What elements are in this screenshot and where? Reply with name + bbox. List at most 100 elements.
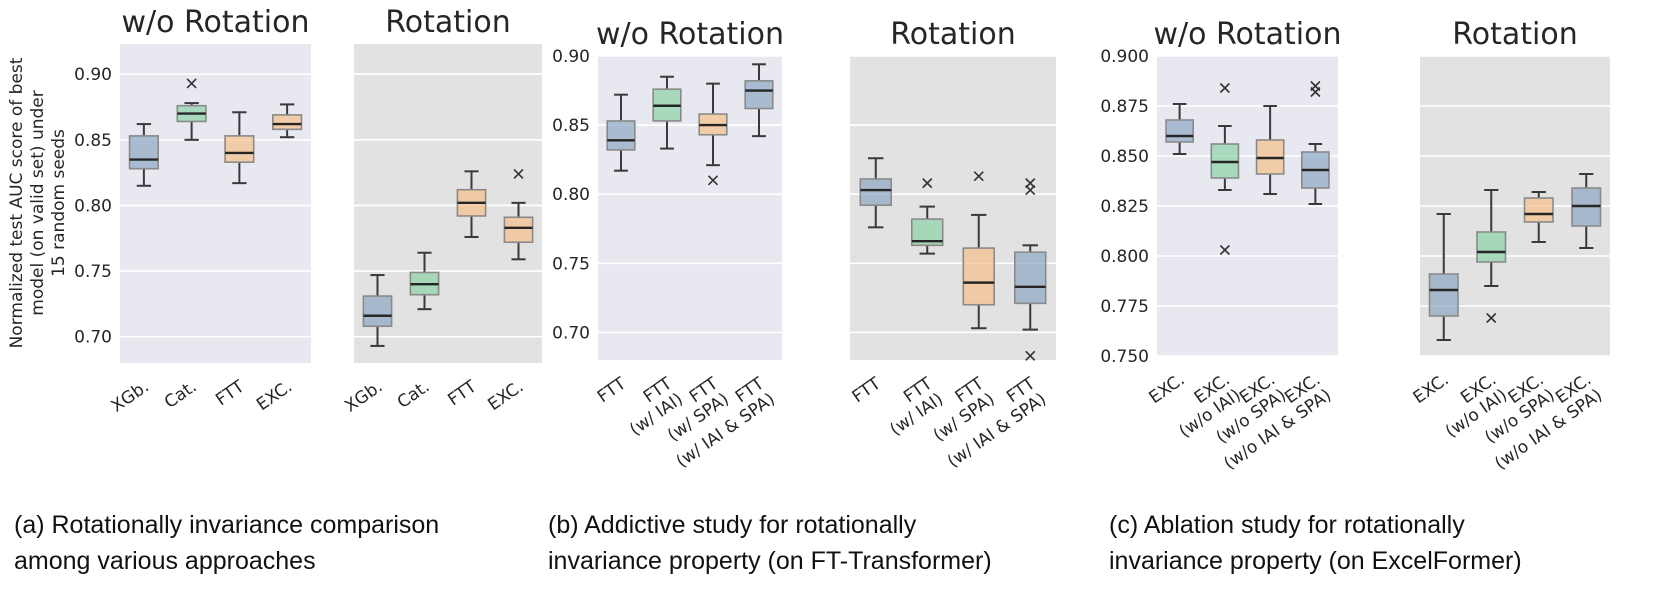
box-3 [962, 171, 995, 330]
panel-a-no-rotation: 0.70 0.75 0.80 0.85 0.90 XGb. Cat. FTT EXC. w/o R… [74, 5, 311, 417]
y-tick-label: 0.80 [552, 185, 590, 205]
box-4 [1013, 178, 1047, 361]
outlier-marker [1025, 178, 1036, 189]
x-tick-label-line: EXC. [1146, 370, 1189, 408]
plot-background [850, 56, 1056, 360]
y-tick-label: 0.85 [552, 116, 590, 136]
outlier-marker [1310, 80, 1321, 92]
y-tick-label: 0.825 [1100, 197, 1149, 217]
outlier-marker [707, 175, 719, 186]
outlier-marker [973, 171, 984, 182]
y-tick-label: 0.800 [1100, 247, 1149, 267]
box-1 [859, 157, 892, 229]
y-tick-label: 0.900 [1100, 47, 1149, 67]
box-4 [271, 103, 303, 139]
outlier-marker [1486, 312, 1497, 324]
caption-c-line1: (c) Ablation study for rotationally [1109, 511, 1465, 539]
caption-a-line2: among various approaches [14, 547, 316, 575]
x-tick-label-line: XGb. [341, 377, 386, 417]
box-3 [456, 170, 487, 238]
box-3 [698, 82, 728, 186]
box-2 [1476, 189, 1507, 324]
box-3 [1255, 105, 1285, 195]
box-1 [1428, 213, 1459, 341]
box-body [1428, 273, 1459, 317]
x-tick-label: EXC. [484, 377, 527, 415]
x-tick-label-line: FTT [594, 373, 631, 407]
y-axis-label: Normalized test AUC score of bestmodel (… [7, 57, 69, 348]
panel-b-rotation: FTT FTT(w/ IAI) FTT(w/ SPA) FTT(w/ IAI & SP… [849, 17, 1056, 472]
box-3 [224, 111, 255, 185]
panel-title: Rotation [1452, 17, 1577, 52]
y-tick-label: 0.775 [1100, 297, 1149, 317]
outlier-marker [922, 178, 933, 189]
panel-title: Rotation [890, 17, 1015, 52]
box-1 [1165, 103, 1195, 155]
x-tick-label-line: EXC. [253, 377, 296, 415]
y-tick-label: 0.75 [74, 262, 112, 282]
box-2 [1210, 82, 1240, 256]
x-tick-label-line: EXC. [1410, 370, 1453, 408]
box-4 [744, 63, 774, 138]
box-body [1013, 251, 1047, 305]
x-tick-label: XGb. [108, 377, 153, 417]
box-body [606, 120, 636, 151]
caption-c-line2: invariance property (on ExcelFormer) [1109, 547, 1522, 575]
x-tick-label: FTT [849, 373, 886, 407]
box-body [503, 216, 534, 244]
outlier-marker [1219, 244, 1230, 256]
box-body [1165, 119, 1195, 143]
box-body [271, 114, 303, 131]
caption-a-line1: (a) Rotationally invariance comparison [14, 511, 440, 539]
box-body [744, 80, 774, 110]
box-2 [409, 251, 440, 311]
x-tick-label-line: FTT [849, 373, 886, 407]
box-3 [1523, 191, 1554, 243]
y-tick-label: 0.750 [1100, 347, 1149, 367]
y-tick-label: 0.70 [552, 323, 590, 343]
x-tick-label: FTT [594, 373, 631, 407]
y-axis-label-line: Normalized test AUC score of best [7, 57, 27, 348]
box-body [362, 295, 393, 328]
caption-b: (b) Addictive study for rotationally inv… [548, 507, 992, 579]
caption-b-line1: (b) Addictive study for rotationally [548, 511, 917, 539]
panel-title: w/o Rotation [1154, 17, 1342, 52]
outlier-marker [513, 168, 524, 180]
x-tick-label-line: Cat. [161, 377, 201, 413]
box-4 [1301, 80, 1330, 205]
box-1 [362, 274, 393, 347]
panel-a-rotation: XGb. Cat. FTT EXC. Rotation [341, 5, 542, 417]
x-tick-label: EXC. [1410, 370, 1453, 408]
x-tick-label-line: Cat. [394, 377, 434, 413]
panel-title: Rotation [385, 5, 510, 40]
box-2 [176, 78, 207, 141]
box-body [224, 135, 255, 163]
outlier-marker [186, 78, 197, 89]
outlier-marker [1025, 350, 1036, 361]
x-tick-label-line: FTT [444, 376, 481, 410]
y-tick-label: 0.85 [74, 131, 112, 151]
box-1 [128, 123, 160, 187]
x-tick-label: Cat. [161, 377, 201, 413]
y-axis-label-line: 15 random seeds [49, 129, 69, 277]
y-tick-label: 0.70 [74, 328, 112, 348]
x-tick-label: FTT [444, 376, 481, 410]
box-4 [1571, 173, 1602, 249]
box-1 [606, 93, 636, 172]
box-body [1476, 231, 1507, 263]
y-tick-label: 0.80 [74, 196, 112, 216]
box-body [1523, 197, 1554, 223]
caption-b-line2: invariance property (on FT-Transformer) [548, 547, 992, 575]
box-body [128, 135, 160, 170]
box-body [962, 247, 995, 306]
x-tick-label: Cat. [394, 377, 434, 413]
outlier-marker [1219, 82, 1230, 94]
box-4 [503, 168, 534, 261]
caption-a: (a) Rotationally invariance comparison a… [14, 507, 439, 579]
panel-c-rotation: EXC. EXC.(w/o IAI)EXC.(w/o SPA)EXC.(w/o I… [1410, 17, 1610, 474]
x-tick-label: EXC. [1146, 370, 1189, 408]
box-body [859, 178, 892, 207]
x-tick-label-line: XGb. [108, 377, 153, 417]
y-tick-label: 0.90 [74, 65, 112, 85]
